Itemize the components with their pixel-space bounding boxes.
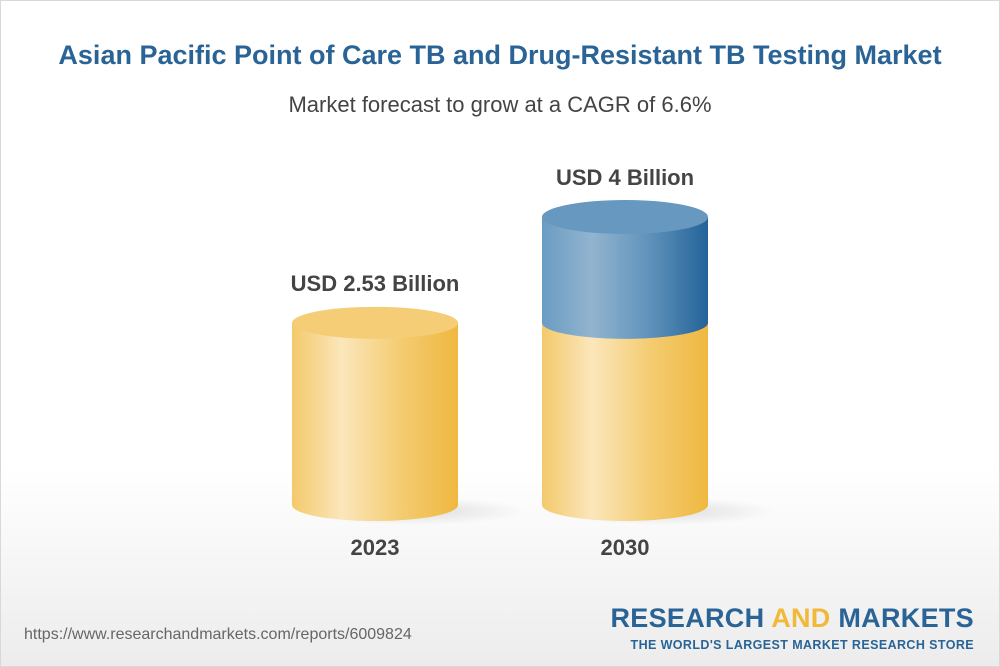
cylinder-bar-growth: [542, 217, 708, 339]
category-label: 2030: [601, 535, 650, 560]
data-label: USD 2.53 Billion: [291, 271, 460, 296]
brand-logo: RESEARCH AND MARKETS: [610, 603, 974, 633]
cylinder-top: [542, 200, 708, 234]
data-label: USD 4 Billion: [556, 165, 694, 190]
cylinder-top: [292, 306, 458, 339]
brand-tagline: THE WORLD'S LARGEST MARKET RESEARCH STOR…: [630, 638, 974, 652]
category-label: 2023: [351, 535, 400, 560]
cylinder-bar: [292, 322, 458, 521]
chart-subtitle: Market forecast to grow at a CAGR of 6.6…: [288, 92, 712, 117]
report-url[interactable]: https://www.researchandmarkets.com/repor…: [24, 626, 412, 643]
chart-title: Asian Pacific Point of Care TB and Drug-…: [58, 40, 942, 70]
cylinder-bar-base: [542, 322, 708, 521]
